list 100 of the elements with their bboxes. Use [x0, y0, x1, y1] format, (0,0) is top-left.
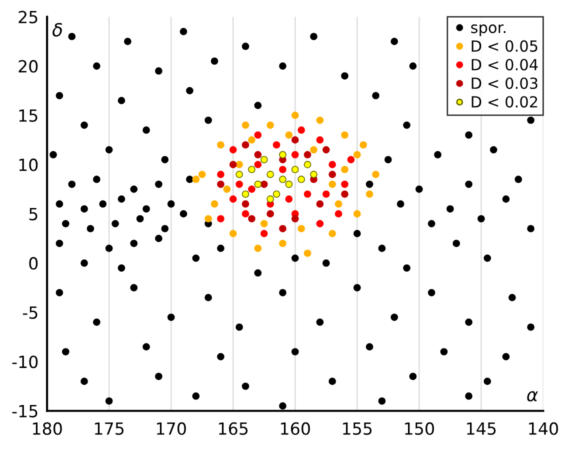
x-tick-label: 155	[343, 422, 372, 435]
point	[217, 180, 224, 188]
point	[248, 186, 256, 193]
point	[304, 250, 312, 257]
point	[298, 224, 305, 232]
point	[285, 131, 293, 139]
point	[229, 160, 237, 168]
point	[353, 151, 361, 158]
point	[316, 220, 324, 228]
point	[310, 146, 318, 154]
point	[254, 131, 262, 139]
point	[347, 156, 355, 164]
point	[285, 195, 293, 203]
point	[242, 121, 250, 129]
y-tick-label: 20	[18, 60, 38, 73]
point	[353, 210, 361, 218]
point	[260, 230, 268, 238]
annotation: α	[527, 391, 538, 402]
point	[260, 180, 268, 188]
point	[291, 151, 299, 158]
point	[334, 210, 342, 218]
point	[260, 156, 268, 164]
point	[304, 160, 312, 168]
point	[322, 190, 330, 198]
y-tick-label: 10	[19, 158, 38, 172]
point	[341, 131, 348, 139]
x-tick-label: 180	[32, 422, 62, 435]
point	[316, 200, 324, 208]
point	[291, 166, 299, 174]
point	[217, 141, 224, 149]
point	[341, 190, 348, 198]
point	[248, 166, 256, 174]
x-tick-label: 160	[281, 422, 310, 435]
point	[242, 200, 250, 208]
point	[279, 176, 286, 184]
point	[242, 141, 250, 149]
point	[210, 200, 218, 208]
point	[236, 170, 243, 178]
point	[266, 195, 274, 203]
point	[316, 136, 324, 144]
point	[229, 230, 237, 238]
point	[260, 220, 268, 228]
point	[248, 136, 256, 144]
y-tick-label: 0	[29, 257, 38, 270]
legend-label: spor.	[471, 24, 506, 36]
point	[328, 160, 336, 168]
legend-label: D < 0.02	[472, 96, 538, 108]
point	[248, 215, 256, 222]
point	[279, 166, 286, 174]
point	[279, 240, 286, 248]
point	[217, 215, 224, 222]
point	[254, 151, 262, 158]
x-tick-label: 165	[219, 422, 248, 435]
y-tick-label: -15	[12, 405, 38, 418]
point	[229, 195, 237, 203]
point	[360, 141, 368, 149]
point	[285, 180, 293, 188]
point	[229, 146, 237, 154]
legend-label: D < 0.05	[472, 40, 538, 52]
annotation: δ	[52, 23, 62, 37]
x-tick-label: 145	[467, 422, 496, 435]
point	[279, 224, 286, 232]
point	[328, 180, 336, 188]
point	[328, 170, 336, 178]
point	[298, 176, 305, 184]
point	[291, 136, 299, 144]
point	[304, 190, 312, 198]
point	[192, 176, 200, 184]
legend-label: D < 0.04	[472, 58, 538, 70]
point	[254, 244, 262, 252]
point	[204, 215, 212, 222]
point	[372, 170, 380, 178]
x-tick-label: 170	[157, 422, 186, 435]
point	[242, 190, 250, 198]
point	[366, 190, 374, 198]
point	[266, 210, 274, 218]
point	[272, 141, 280, 149]
point	[291, 112, 299, 119]
x-tick-label: 150	[405, 422, 434, 435]
point	[198, 170, 206, 178]
point	[304, 151, 312, 158]
y-tick-label: -10	[12, 356, 38, 368]
point	[242, 210, 250, 218]
point	[223, 186, 231, 193]
point	[254, 180, 262, 188]
point	[217, 170, 224, 178]
point	[236, 180, 243, 188]
point	[310, 170, 318, 178]
x-tick-label: 175	[95, 422, 124, 435]
point	[341, 166, 348, 174]
point	[266, 121, 274, 129]
point	[272, 190, 280, 198]
point	[266, 170, 274, 178]
point	[291, 215, 299, 222]
point	[254, 160, 262, 168]
point	[316, 116, 324, 124]
point	[298, 126, 305, 134]
y-tick-label: 5	[29, 208, 38, 220]
point	[341, 180, 348, 188]
point	[328, 230, 336, 238]
